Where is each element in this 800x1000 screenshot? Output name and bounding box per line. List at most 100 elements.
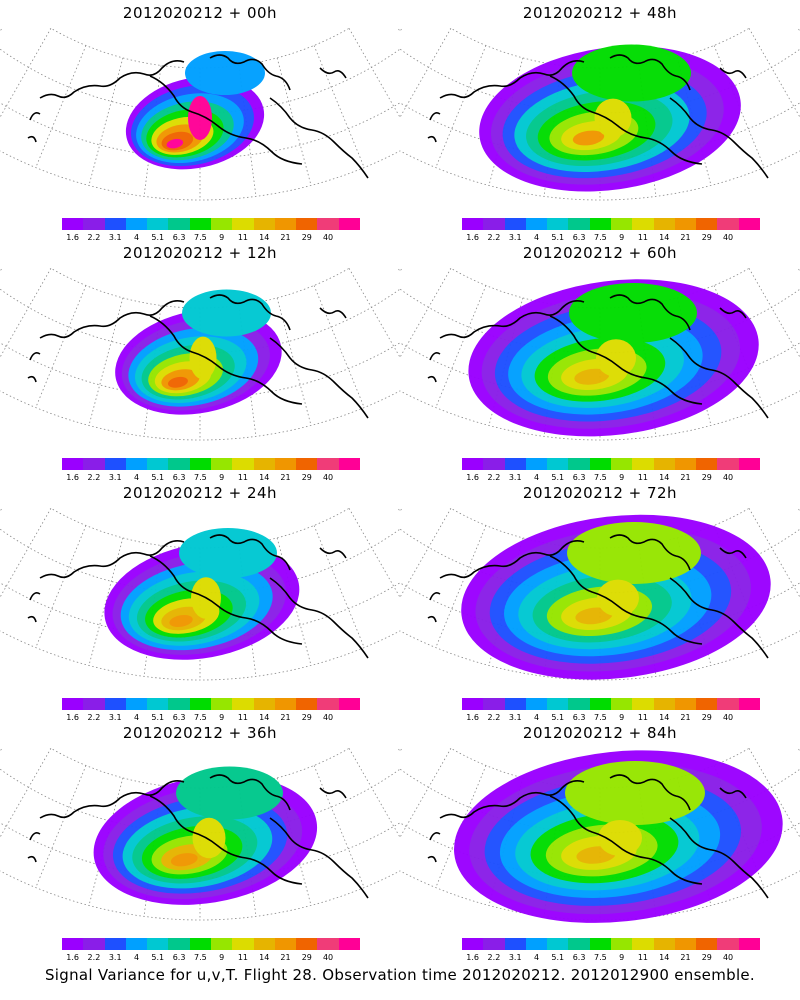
colorbar-swatch (125, 218, 148, 230)
colorbar-swatch (547, 218, 569, 230)
colorbar-swatch (653, 938, 675, 950)
colorbar-swatch (589, 458, 611, 470)
colorbar-label: 9 (619, 713, 625, 722)
colorbar-swatch (568, 938, 590, 950)
colorbar-label: 9 (219, 713, 225, 722)
colorbar-swatch (589, 698, 611, 710)
panel-title: 2012020212 + 00h (122, 4, 278, 22)
colorbar-swatch (525, 458, 548, 470)
colorbar-swatch (62, 458, 84, 470)
colorbar-label: 7.5 (193, 713, 207, 722)
colorbar-label: 1.6 (66, 473, 80, 482)
colorbar-swatch (147, 458, 169, 470)
colorbar-label: 21 (680, 233, 691, 242)
colorbar-label: 14 (659, 233, 670, 242)
colorbar-swatch (147, 938, 169, 950)
colorbar-swatch (525, 698, 548, 710)
colorbar-swatch (125, 938, 148, 950)
colorbar-label: 21 (280, 473, 291, 482)
colorbar-swatch (210, 938, 233, 950)
colorbar-label: 1.6 (466, 713, 480, 722)
map-panel-p12: 2012020212 + 12h 1.6 2.2 3.1 4 5.1 6.3 7.5 9 11 14… (0, 240, 400, 482)
colorbar-label: 14 (259, 473, 270, 482)
colorbar-label: 11 (637, 713, 649, 722)
colorbar-swatch (296, 938, 318, 950)
colorbar-swatch (738, 218, 760, 230)
colorbar-labels: 1.6 2.2 3.1 4 5.1 6.3 7.5 9 11 14 21 29 40 (462, 233, 760, 245)
colorbar-label: 3.1 (108, 713, 122, 722)
colorbar-labels: 1.6 2.2 3.1 4 5.1 6.3 7.5 9 11 14 21 29 40 (62, 473, 360, 485)
variance-map (0, 508, 400, 681)
colorbar-swatch (147, 698, 169, 710)
colorbar-label: 1.6 (466, 233, 480, 242)
colorbar-swatch (462, 458, 484, 470)
colorbar-label: 1.6 (66, 953, 80, 962)
colorbar-label: 11 (637, 473, 649, 482)
colorbar-label: 40 (322, 473, 334, 482)
colorbar-swatch (483, 458, 505, 470)
colorbar-label: 29 (301, 473, 312, 482)
colorbar-swatch (483, 218, 505, 230)
colorbar-label: 4 (533, 473, 540, 482)
colorbar-label: 40 (722, 233, 734, 242)
colorbar-label: 3.1 (108, 473, 122, 482)
colorbar-label: 2.2 (87, 953, 101, 962)
colorbar-swatch (653, 218, 675, 230)
colorbar-label: 5.1 (551, 953, 565, 962)
colorbar-swatch (547, 698, 569, 710)
colorbar-label: 40 (722, 473, 734, 482)
colorbar-labels: 1.6 2.2 3.1 4 5.1 6.3 7.5 9 11 14 21 29 40 (62, 953, 360, 965)
colorbar-swatch (462, 938, 484, 950)
colorbar-label: 2.2 (487, 713, 501, 722)
colorbar-label: 29 (701, 473, 712, 482)
colorbar-label: 6.3 (572, 473, 586, 482)
colorbar-swatch (653, 698, 675, 710)
colorbar-label: 1.6 (466, 473, 480, 482)
colorbar-label: 6.3 (172, 233, 186, 242)
colorbar (462, 938, 760, 950)
colorbar-swatch (338, 218, 360, 230)
colorbar-swatch (232, 458, 254, 470)
colorbar-label: 9 (619, 473, 625, 482)
colorbar-label: 3.1 (508, 233, 522, 242)
variance-field (115, 289, 282, 415)
colorbar-swatch (104, 698, 126, 710)
colorbar-label: 7.5 (593, 473, 607, 482)
colorbar-swatch (610, 218, 633, 230)
colorbar-label: 6.3 (172, 473, 186, 482)
colorbar-label: 14 (259, 233, 270, 242)
colorbar-swatch (210, 218, 233, 230)
variance-map (0, 748, 400, 921)
colorbar-swatch (568, 458, 590, 470)
colorbar-label: 3.1 (508, 473, 522, 482)
colorbar-label: 9 (619, 233, 625, 242)
map-panel-p60: 2012020212 + 60h 1.6 2.2 3.1 4 5.1 6.3 7.5 9 11 14… (400, 240, 800, 482)
colorbar-swatch (547, 458, 569, 470)
colorbar-label: 6.3 (572, 953, 586, 962)
colorbar-label: 2.2 (87, 473, 101, 482)
colorbar-label: 7.5 (593, 233, 607, 242)
map-panel-p84: 2012020212 + 84h 1.6 2.2 3.1 4 5.1 6.3 7.5 9 11 14… (400, 720, 800, 962)
colorbar-swatch (125, 458, 148, 470)
colorbar-label: 11 (237, 473, 249, 482)
colorbar-label: 29 (701, 713, 712, 722)
coastline (27, 534, 369, 659)
panel-title: 2012020212 + 60h (522, 244, 678, 262)
panel-title: 2012020212 + 84h (522, 724, 678, 742)
colorbar-swatch (674, 218, 697, 230)
colorbar-swatch (632, 218, 654, 230)
colorbar-swatch (253, 218, 275, 230)
colorbar-swatch (462, 698, 484, 710)
colorbar-label: 29 (301, 713, 312, 722)
colorbar-label: 1.6 (466, 953, 480, 962)
colorbar-label: 9 (219, 953, 225, 962)
colorbar-label: 4 (133, 233, 140, 242)
colorbar-label: 5.1 (151, 713, 165, 722)
colorbar-swatch (253, 458, 275, 470)
colorbar-swatch (738, 458, 760, 470)
panel-title: 2012020212 + 24h (122, 484, 278, 502)
variance-map (0, 28, 400, 201)
colorbar-swatch (189, 938, 211, 950)
colorbar-swatch (738, 698, 760, 710)
colorbar-swatch (83, 698, 105, 710)
